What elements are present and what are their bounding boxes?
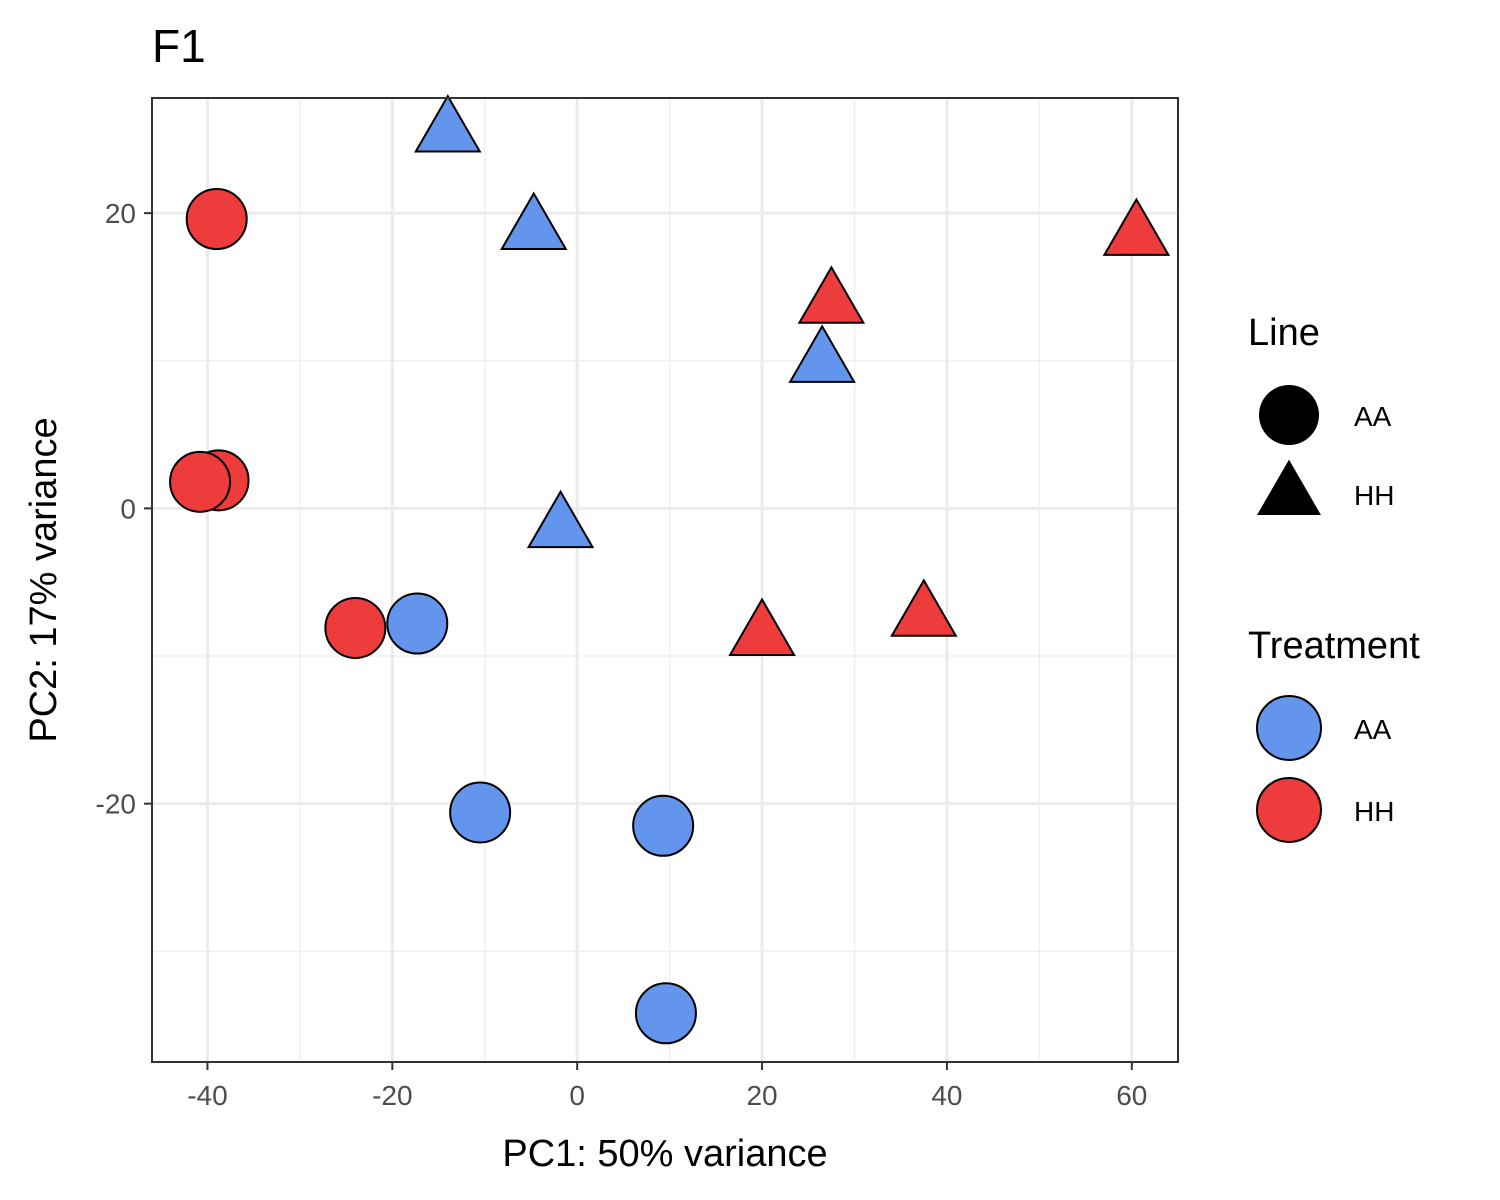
- x-axis-title: PC1: 50% variance: [502, 1133, 827, 1175]
- point-circle: [324, 596, 387, 659]
- point-circle: [449, 781, 512, 844]
- point-triangle: [728, 597, 796, 656]
- point-triangle: [890, 578, 958, 637]
- legend-key-circle: [1259, 385, 1319, 445]
- legend-label: AA: [1354, 714, 1392, 745]
- chart-title: F1: [152, 20, 206, 72]
- x-tick-label: 40: [931, 1080, 962, 1111]
- x-axis-ticks: -40 -20 0 20 40 60: [187, 1062, 1147, 1111]
- point-circle: [632, 794, 695, 857]
- legend-label: AA: [1354, 401, 1392, 432]
- point-circle: [386, 592, 449, 655]
- legend-key-color: [1256, 695, 1322, 761]
- point-triangle: [414, 94, 482, 153]
- point-circle: [185, 188, 248, 251]
- point-triangle: [500, 191, 568, 250]
- y-axis-title: PC2: 17% variance: [23, 417, 65, 742]
- x-tick-label: 60: [1116, 1080, 1147, 1111]
- x-tick-label: -20: [372, 1080, 412, 1111]
- point-triangle: [1102, 197, 1171, 256]
- point-triangle: [526, 489, 595, 549]
- x-tick-label: -40: [187, 1080, 227, 1111]
- legend-label: HH: [1354, 796, 1394, 827]
- legend-key-triangle: [1257, 459, 1321, 516]
- point-triangle: [797, 265, 866, 324]
- point-triangle: [788, 324, 856, 383]
- data-points: [169, 94, 1171, 1045]
- y-axis-ticks: -20 0 20: [96, 198, 152, 820]
- x-tick-label: 20: [746, 1080, 777, 1111]
- y-tick-label: 20: [105, 198, 136, 229]
- y-tick-label: 0: [120, 493, 136, 524]
- point-circle: [634, 982, 697, 1045]
- legend-title-treatment: Treatment: [1248, 625, 1420, 667]
- legend-label: HH: [1354, 480, 1394, 511]
- legend-key-color: [1256, 777, 1322, 843]
- grid-lines: [152, 98, 1178, 1062]
- legend-title-line: Line: [1248, 312, 1320, 354]
- point-circle: [169, 450, 232, 513]
- plot-panel-border: [151, 97, 1179, 1063]
- legend: Line AA HH Treatment AA HH: [1248, 312, 1420, 843]
- y-tick-label: -20: [96, 789, 136, 820]
- x-tick-label: 0: [569, 1080, 585, 1111]
